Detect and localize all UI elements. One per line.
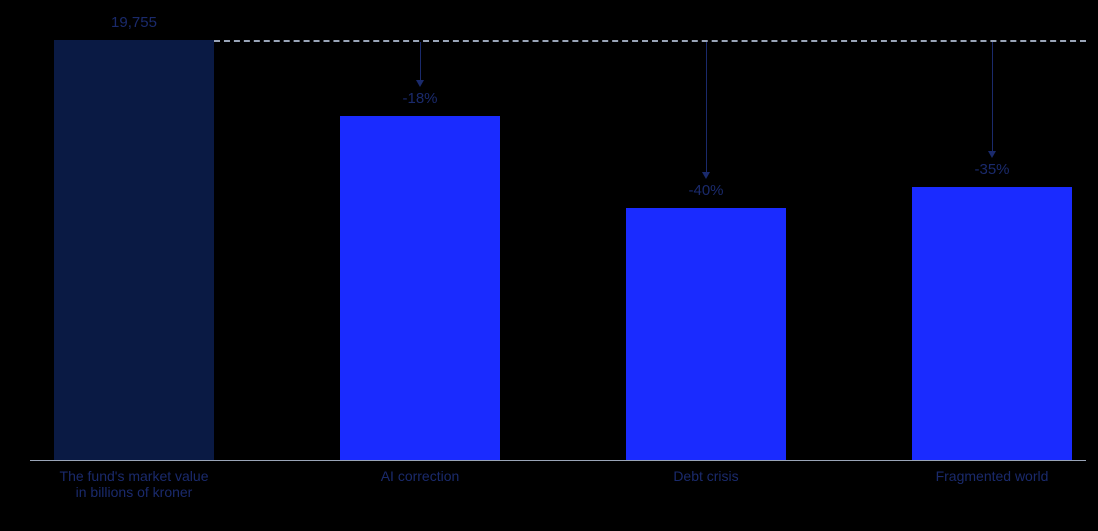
category-label-ai-correction: AI correction <box>280 468 560 484</box>
value-label-ai-correction: -18% <box>300 90 540 107</box>
value-label-debt-crisis: -40% <box>586 182 826 199</box>
baseline-reference-line <box>214 40 1086 42</box>
drop-arrow-line-debt-crisis <box>706 42 707 172</box>
bar-market-value <box>54 40 214 460</box>
value-label-market-value: 19,755 <box>14 14 254 31</box>
bar-debt-crisis <box>626 208 786 460</box>
drop-arrow-line-ai-correction <box>420 42 421 80</box>
drop-arrow-head-fragmented-world <box>988 151 996 158</box>
stress-test-bar-chart: 19,755 The fund's market value in billion… <box>0 0 1098 531</box>
x-axis-line <box>30 460 1086 461</box>
category-label-fragmented-world: Fragmented world <box>852 468 1098 484</box>
bar-fragmented-world <box>912 187 1072 460</box>
drop-arrow-head-ai-correction <box>416 80 424 87</box>
bar-ai-correction <box>340 116 500 460</box>
category-label-debt-crisis: Debt crisis <box>566 468 846 484</box>
value-label-fragmented-world: -35% <box>872 161 1098 178</box>
drop-arrow-head-debt-crisis <box>702 172 710 179</box>
drop-arrow-line-fragmented-world <box>992 42 993 151</box>
category-label-market-value: The fund's market value in billions of k… <box>0 468 274 500</box>
